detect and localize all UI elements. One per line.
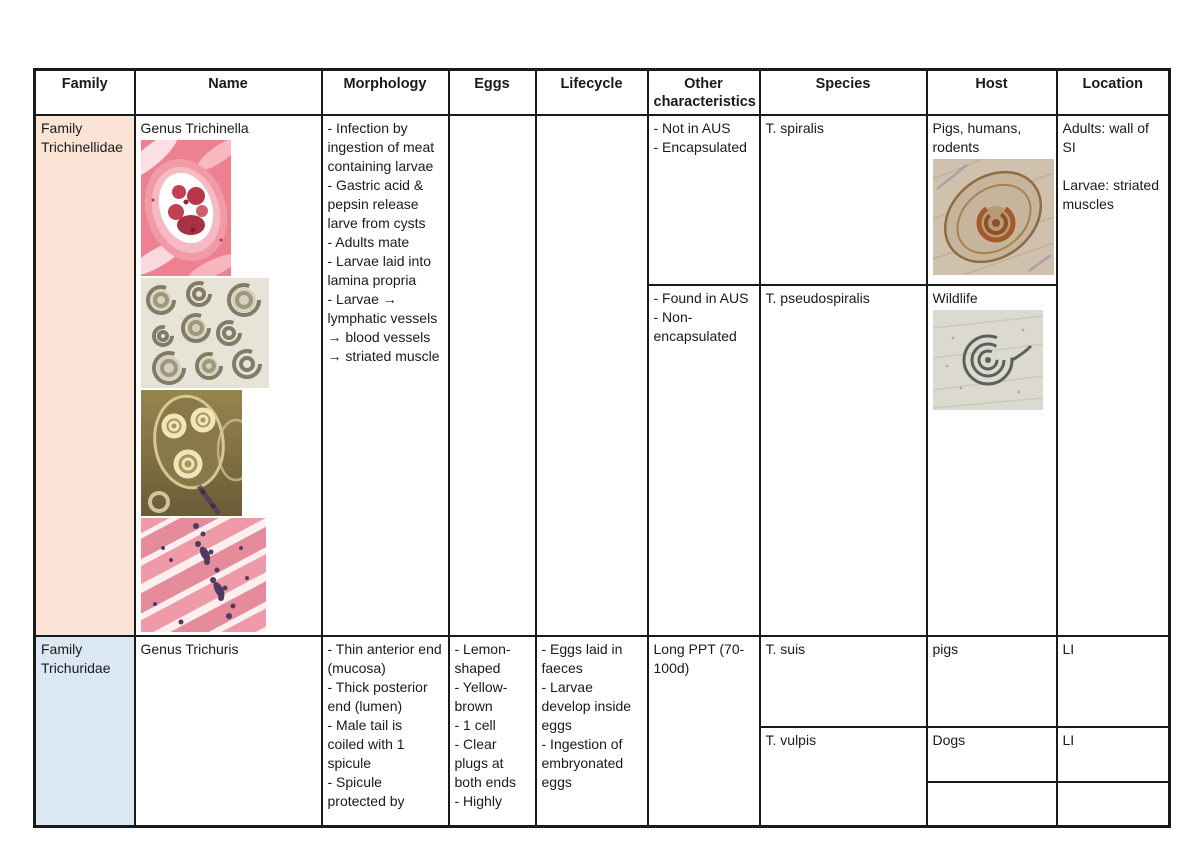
- other-t-spiralis-text: - Not in AUS - Encapsulated: [653, 120, 747, 155]
- col-header-location: Location: [1055, 68, 1171, 116]
- cell-location-t-vulpis: LI: [1055, 726, 1171, 783]
- host-t-suis-text: pigs: [932, 641, 959, 657]
- cell-other-trichuris: Long PPT (70-100d): [646, 635, 761, 827]
- cell-location-trichinella: Adults: wall of SI Larvae: striated musc…: [1055, 114, 1171, 637]
- cell-host-t-vulpis: Dogs: [925, 726, 1058, 783]
- trichuridae-subrow-3: [35, 781, 1171, 827]
- cell-species-t-vulpis: T. vulpis: [758, 726, 928, 827]
- genus-trichinella-label: Genus Trichinella: [140, 120, 249, 136]
- cell-host-t-spiralis: Pigs, humans, rodents: [925, 114, 1058, 286]
- cell-host-t-suis: pigs: [925, 635, 1058, 728]
- genus-trichuris-label: Genus Trichuris: [140, 641, 239, 657]
- other-trichuris-text: Long PPT (70-100d): [653, 641, 745, 676]
- col-header-species: Species: [758, 68, 928, 116]
- col-header-other-characteristics: Other characteristics: [646, 68, 761, 116]
- parasite-family-table: Family Name Morphology Eggs Lifecycle Ot…: [33, 68, 1171, 828]
- col-header-host: Host: [925, 68, 1058, 116]
- location-t-vulpis-text: LI: [1062, 732, 1075, 748]
- cell-name-trichuris: Genus Trichuris: [133, 635, 323, 827]
- cell-lifecycle-trichinella: [534, 114, 649, 637]
- cell-eggs-trichinella: [447, 114, 537, 637]
- species-t-spiralis-label: T. spiralis: [765, 120, 824, 136]
- col-header-lifecycle: Lifecycle: [534, 68, 649, 116]
- t-spiralis-encapsulated-cyst-image: [932, 159, 1054, 275]
- col-header-eggs: Eggs: [447, 68, 537, 116]
- col-header-family: Family: [33, 68, 136, 116]
- cell-location-t-suis: LI: [1055, 635, 1171, 728]
- cell-morphology-trichuris: - Thin anterior end (mucosa) - Thick pos…: [320, 635, 450, 827]
- cell-family-trichuridae: Family Trichuridae: [33, 635, 136, 827]
- trichuridae-subrow-1: Family Trichuridae Genus Trichuris - Thi…: [33, 635, 1171, 827]
- morphology-trichinella-text: - Infection by ingestion of meat contain…: [327, 120, 440, 364]
- t-pseudospiralis-muscle-spiral-image: [932, 309, 1043, 410]
- eggs-trichuris-text: - Lemon-shaped - Yellow-brown - 1 cell -…: [454, 641, 517, 809]
- cell-name-trichinella: Genus Trichinella: [133, 114, 323, 637]
- cell-eggs-trichuris: - Lemon-shaped - Yellow-brown - 1 cell -…: [447, 635, 537, 827]
- cell-host-empty: [925, 781, 1058, 827]
- cell-species-t-suis: T. suis: [758, 635, 928, 728]
- cell-species-t-pseudospiralis: T. pseudospiralis: [758, 283, 928, 638]
- trichinellidae-subrow-1: Family Trichinellidae Genus Trichinella: [33, 114, 1171, 637]
- trichinella-encysted-larva-histology-image: [140, 140, 231, 276]
- cell-host-t-pseudospiralis: Wildlife: [925, 283, 1058, 638]
- species-t-pseudospiralis-label: T. pseudospiralis: [765, 289, 870, 306]
- cell-other-t-spiralis: - Not in AUS - Encapsulated: [646, 114, 761, 286]
- family-trichuridae-label: Family Trichuridae: [41, 641, 111, 676]
- family-trichinellidae-label: Family Trichinellidae: [41, 120, 123, 155]
- other-t-pseudospiralis-text: - Found in AUS - Non-encapsulated: [653, 289, 749, 344]
- trichuridae-subrow-2: T. vulpis Dogs LI: [35, 726, 1171, 827]
- cell-other-t-pseudospiralis: - Found in AUS - Non-encapsulated: [646, 283, 761, 638]
- lifecycle-trichuris-text: - Eggs laid in faeces - Larvae develop i…: [541, 641, 632, 790]
- header-row: Family Name Morphology Eggs Lifecycle Ot…: [33, 68, 1171, 116]
- col-header-morphology: Morphology: [320, 68, 450, 116]
- cell-lifecycle-trichuris: - Eggs laid in faeces - Larvae develop i…: [534, 635, 649, 827]
- host-t-pseudospiralis-text: Wildlife: [932, 289, 978, 306]
- trichinella-muscle-inflammation-histology-image: [140, 518, 266, 632]
- cell-species-t-spiralis: T. spiralis: [758, 114, 928, 286]
- cell-morphology-trichinella: - Infection by ingestion of meat contain…: [320, 114, 450, 637]
- location-trichinella-text: Adults: wall of SI Larvae: striated musc…: [1062, 120, 1160, 212]
- host-t-vulpis-text: Dogs: [932, 732, 966, 748]
- morphology-trichuris-text: - Thin anterior end (mucosa) - Thick pos…: [327, 641, 442, 809]
- cell-location-empty: [1055, 781, 1171, 827]
- host-t-spiralis-text: Pigs, humans, rodents: [932, 120, 1026, 155]
- col-header-name: Name: [133, 68, 323, 116]
- trichinella-cysts-muscle-micrograph-image: [140, 390, 242, 516]
- trichinella-coiled-larvae-micrograph-image: [140, 278, 269, 388]
- species-t-suis-label: T. suis: [765, 641, 806, 657]
- species-t-vulpis-label: T. vulpis: [765, 732, 817, 748]
- trichinellidae-subrow-2: - Found in AUS - Non-encapsulated T. pse…: [35, 283, 1170, 638]
- cell-family-trichinellidae: Family Trichinellidae: [33, 114, 136, 637]
- location-t-suis-text: LI: [1062, 641, 1075, 657]
